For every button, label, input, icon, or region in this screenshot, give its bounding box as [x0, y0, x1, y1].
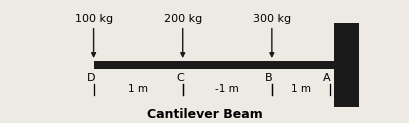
- Text: Cantilever Beam: Cantilever Beam: [147, 108, 262, 121]
- Text: D: D: [87, 73, 95, 83]
- Text: 200 kg: 200 kg: [163, 14, 201, 24]
- Text: C: C: [175, 73, 183, 83]
- Text: 300 kg: 300 kg: [252, 14, 290, 24]
- Text: B: B: [265, 73, 272, 83]
- Text: 100 kg: 100 kg: [74, 14, 112, 24]
- Text: A: A: [322, 73, 330, 83]
- Text: 1 m: 1 m: [290, 85, 310, 94]
- Bar: [93, 61, 333, 69]
- Text: 1 m: 1 m: [128, 85, 148, 94]
- Text: -1 m: -1 m: [215, 85, 238, 94]
- Bar: [333, 23, 358, 107]
